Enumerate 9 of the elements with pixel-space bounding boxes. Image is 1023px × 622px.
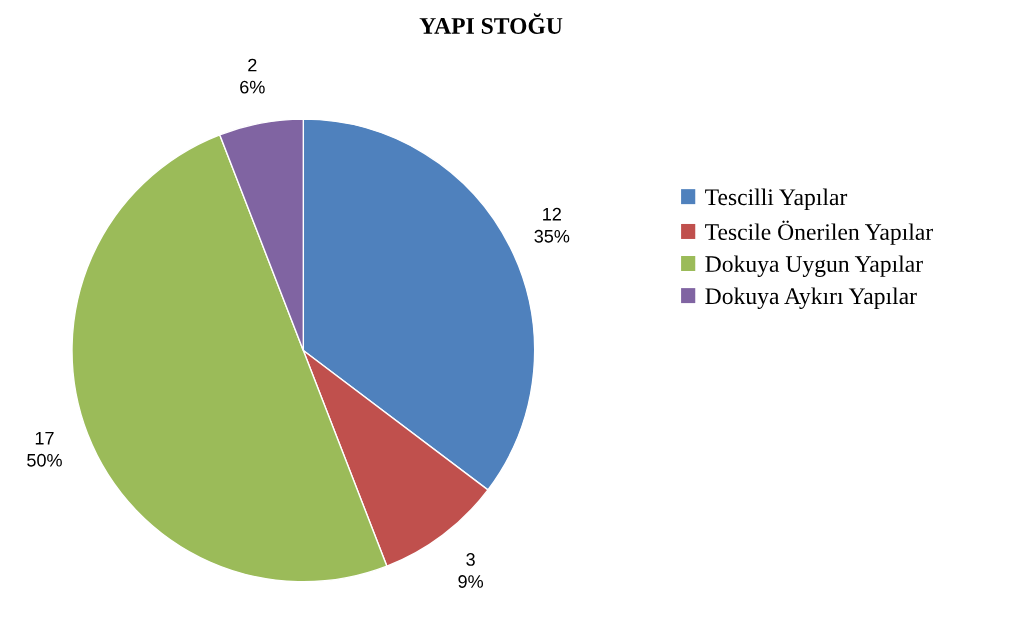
- data-label: 3 9%: [458, 553, 484, 588]
- legend-label: Dokuya Aykırı Yapılar: [705, 287, 917, 310]
- data-label: 17 50%: [27, 431, 62, 467]
- chart-title: YAPI STOĞU: [419, 13, 563, 34]
- legend-label: Tescilli Yapılar: [705, 188, 848, 210]
- data-label: 12 35%: [534, 207, 570, 243]
- data-label: 2 6%: [240, 58, 265, 94]
- legend-label: Tescile Önerilen Yapılar: [705, 220, 933, 245]
- legend-label: Dokuya Uygun Yapılar: [705, 255, 923, 277]
